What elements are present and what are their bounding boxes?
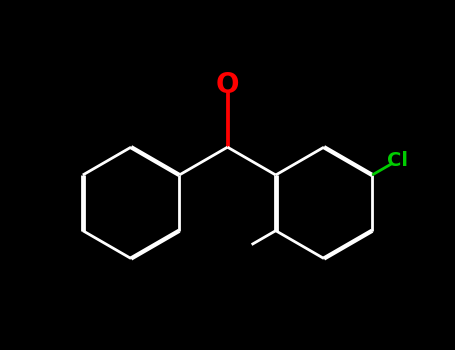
Text: Cl: Cl — [387, 151, 408, 170]
Text: O: O — [216, 71, 239, 99]
